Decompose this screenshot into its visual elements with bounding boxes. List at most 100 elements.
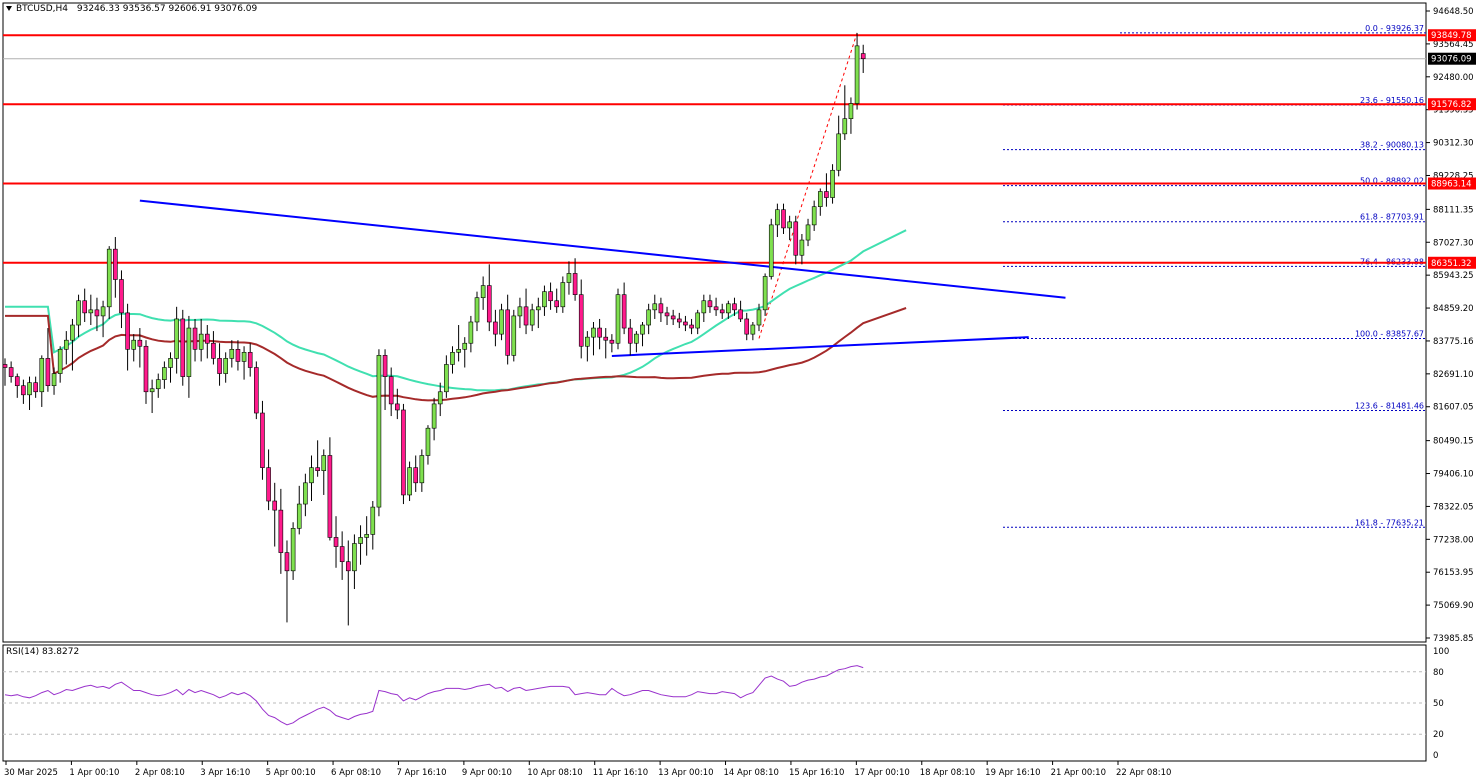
- bullish-candle: [241, 352, 247, 362]
- time-axis-label: 22 Apr 08:10: [1116, 768, 1171, 778]
- level-price-label: 93849.78: [1431, 31, 1472, 41]
- bullish-candle: [296, 503, 302, 529]
- bullish-candle: [425, 427, 431, 456]
- time-axis-label: 7 Apr 16:10: [396, 768, 446, 778]
- bullish-candle: [591, 327, 596, 338]
- price-axis-label: 82691.10: [1433, 370, 1474, 380]
- price-axis-label: 73985.85: [1433, 634, 1474, 644]
- time-axis-label: 17 Apr 00:10: [854, 768, 909, 778]
- time-axis-label: 30 Mar 2025: [4, 768, 58, 778]
- bullish-candle: [768, 224, 774, 277]
- bearish-candle: [327, 455, 333, 538]
- price-axis-label: 81607.05: [1433, 403, 1474, 413]
- bearish-candle: [548, 291, 553, 302]
- bullish-candle: [615, 294, 621, 344]
- price-axis-label: 85943.25: [1433, 271, 1474, 281]
- bullish-candle: [848, 103, 854, 119]
- bullish-candle: [174, 318, 179, 359]
- bullish-candle: [695, 312, 700, 329]
- price-axis-label: 78322.05: [1433, 502, 1474, 512]
- price-axis-label: 92480.00: [1433, 73, 1474, 83]
- bullish-candle: [468, 321, 474, 344]
- bearish-candle: [137, 339, 143, 347]
- time-axis-label: 3 Apr 16:10: [200, 768, 250, 778]
- bearish-candle: [272, 500, 278, 511]
- bearish-candle: [339, 546, 345, 563]
- bullish-candle: [750, 324, 756, 335]
- bullish-candle: [640, 324, 645, 335]
- bullish-candle: [536, 306, 541, 311]
- bullish-candle: [155, 379, 161, 390]
- time-axis-label: 13 Apr 00:10: [658, 768, 713, 778]
- bearish-candle: [713, 306, 719, 311]
- bearish-candle: [732, 303, 737, 311]
- bullish-candle: [529, 309, 535, 326]
- bearish-candle: [284, 552, 290, 572]
- bullish-candle: [198, 333, 204, 350]
- bearish-candle: [664, 312, 670, 317]
- bearish-candle: [719, 309, 725, 314]
- bullish-candle: [57, 348, 63, 374]
- bullish-candle: [352, 543, 357, 572]
- price-axis-label: 76153.95: [1433, 568, 1474, 578]
- price-axis-label: 88111.35: [1433, 205, 1474, 215]
- bearish-candle: [707, 300, 713, 308]
- bearish-candle: [683, 321, 688, 326]
- ascending-trendline: [611, 336, 1029, 357]
- bullish-candle: [775, 209, 780, 226]
- time-axis-label: 18 Apr 08:10: [920, 768, 975, 778]
- bullish-candle: [229, 348, 235, 359]
- bearish-candle: [266, 467, 271, 502]
- bearish-candle: [8, 367, 14, 377]
- bearish-candle: [627, 327, 633, 344]
- rsi-axis-label: 20: [1433, 730, 1444, 740]
- bearish-candle: [119, 279, 124, 314]
- bullish-candle: [437, 391, 443, 405]
- bearish-candle: [260, 412, 265, 468]
- time-axis-label: 14 Apr 08:10: [724, 768, 779, 778]
- bullish-candle: [652, 303, 658, 311]
- price-axis-label: 77238.00: [1433, 535, 1474, 545]
- bearish-candle: [204, 333, 210, 344]
- bearish-candle: [572, 273, 578, 295]
- bullish-candle: [321, 455, 327, 471]
- bearish-candle: [689, 324, 694, 329]
- bullish-candle: [444, 364, 449, 393]
- bearish-candle: [247, 352, 253, 368]
- bullish-candle: [854, 45, 860, 104]
- bullish-candle: [51, 373, 57, 387]
- bullish-candle: [431, 403, 437, 429]
- rsi-header: RSI(14) 83.8272: [6, 647, 79, 657]
- bearish-candle: [113, 248, 118, 280]
- bearish-candle: [143, 345, 149, 393]
- bullish-candle: [27, 382, 32, 396]
- bullish-candle: [646, 309, 651, 326]
- symbol-dropdown-icon[interactable]: [6, 6, 12, 11]
- fib-level-label: 61.8 - 87703.91: [1360, 213, 1424, 222]
- bearish-candle: [609, 339, 615, 344]
- bullish-candle: [88, 309, 94, 314]
- bullish-candle: [303, 482, 308, 505]
- current-price-tag: [1428, 52, 1476, 65]
- ohlc-values: 93246.33 93536.57 92606.91 93076.09: [76, 4, 258, 14]
- level-price-label: 88963.14: [1431, 180, 1472, 190]
- bullish-candle: [634, 333, 639, 344]
- rsi-label: RSI(14) 83.8272: [6, 647, 80, 657]
- rsi-axis-label: 100: [1433, 647, 1449, 657]
- rsi-panel-frame: [2, 644, 1427, 762]
- bearish-candle: [180, 318, 186, 377]
- bullish-candle: [149, 388, 155, 393]
- bullish-candle: [511, 315, 517, 356]
- bearish-candle: [388, 376, 394, 405]
- bearish-candle: [486, 285, 492, 323]
- bullish-candle: [811, 206, 817, 226]
- bullish-candle: [480, 285, 486, 299]
- bullish-candle: [39, 358, 45, 393]
- bullish-candle: [168, 358, 173, 368]
- time-axis-label: 10 Apr 08:10: [527, 768, 582, 778]
- bearish-candle: [333, 537, 339, 547]
- fib-level-label: 123.6 - 81481.46: [1355, 402, 1424, 411]
- price-panel: 0.0 - 93926.37 23.6 - 91550.16 38.2 - 9008…: [2, 2, 1427, 643]
- price-axis-label: 79406.10: [1433, 470, 1474, 480]
